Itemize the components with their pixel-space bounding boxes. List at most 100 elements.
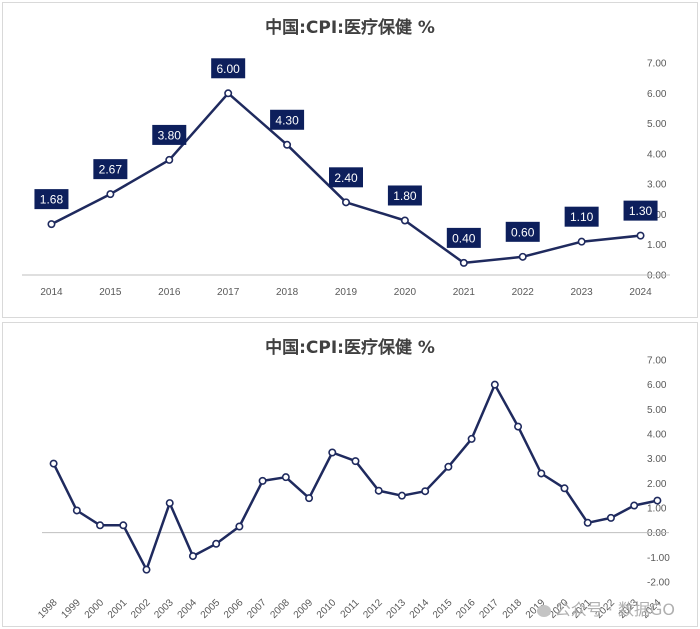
bottom-data-point: [49, 459, 58, 468]
top-data-point: [459, 258, 468, 267]
bottom-y-tick: -2.00: [647, 578, 670, 589]
top-data-point: [283, 140, 292, 149]
top-data-label-box: [34, 189, 69, 210]
bottom-y-tick: 5.00: [647, 405, 667, 416]
bottom-chart-title: 中国:CPI:医疗保健 %: [265, 338, 435, 358]
top-data-label: 1.30: [629, 204, 653, 218]
top-y-tick: 1.00: [647, 240, 667, 251]
top-data-label: 6.00: [217, 62, 241, 76]
bottom-x-tick: 2000: [83, 597, 107, 621]
top-data-label: 2.67: [99, 163, 123, 177]
top-y-tick: 4.00: [647, 149, 667, 160]
top-data-label: 1.68: [40, 193, 64, 207]
top-y-tick: 6.00: [647, 89, 667, 100]
bottom-x-tick: 2015: [431, 597, 455, 621]
top-line-chart: 0.001.002.003.004.005.006.007.0020142015…: [22, 58, 670, 298]
bottom-data-point: [630, 501, 639, 510]
bottom-data-point: [537, 469, 546, 478]
top-y-tick: 3.00: [647, 180, 667, 191]
bottom-data-point: [96, 521, 105, 530]
watermark: 公众号 · 数据GO: [536, 596, 675, 620]
bottom-data-point: [397, 491, 406, 500]
bottom-data-point: [281, 473, 290, 482]
top-data-point: [518, 252, 527, 261]
top-data-label-box: [270, 109, 305, 130]
bottom-x-tick: 2014: [408, 597, 432, 621]
bottom-x-tick: 2016: [454, 597, 478, 621]
top-data-label: 3.80: [158, 128, 182, 142]
bottom-x-tick: 2011: [339, 597, 362, 620]
bottom-data-point: [560, 484, 569, 493]
bottom-data-point: [212, 539, 221, 548]
top-chart-panel: 中国:CPI:医疗保健 % 0.001.002.003.004.005.006.…: [2, 2, 698, 318]
top-x-tick: 2022: [512, 287, 535, 298]
top-data-label: 4.30: [275, 113, 299, 127]
top-data-label-box: [329, 167, 363, 188]
bottom-y-tick: -1.00: [647, 553, 670, 564]
bottom-chart-panel: 中国:CPI:医疗保健 % -2.00 -1.00 0.00 1.00 2.00 3.00…: [2, 322, 698, 627]
bottom-x-tick: 2007: [245, 597, 269, 621]
bottom-y-tick: 6.00: [647, 380, 667, 391]
bottom-y-tick: 7.00: [647, 356, 667, 367]
bottom-x-tick: 2006: [222, 597, 246, 621]
bottom-y-tick: 0.00: [647, 528, 667, 539]
bottom-data-point: [119, 521, 128, 530]
bottom-x-tick: 1998: [36, 597, 60, 621]
bottom-data-point: [235, 522, 244, 531]
bottom-data-point: [165, 499, 174, 508]
bottom-x-tick: 2013: [385, 597, 409, 621]
bottom-data-point: [305, 494, 314, 503]
bottom-data-point: [514, 422, 523, 431]
top-data-label: 0.60: [511, 225, 535, 239]
top-data-label-box: [505, 221, 540, 242]
bottom-y-tick: 3.00: [647, 454, 667, 465]
bottom-x-tick: 2017: [477, 597, 501, 621]
bottom-y-tick: 1.00: [647, 504, 667, 515]
bottom-x-tick: 2009: [292, 597, 316, 621]
top-data-label: 0.40: [452, 231, 476, 245]
bottom-data-point: [351, 457, 360, 466]
top-x-tick: 2016: [158, 287, 181, 298]
top-data-label-box: [93, 159, 128, 180]
bottom-line-chart: -2.00 -1.00 0.00 1.00 2.00 3.00 4.00 5.00 6.00 7.…: [36, 356, 670, 621]
top-data-label-box: [446, 227, 481, 248]
top-data-point: [577, 237, 586, 246]
bottom-x-tick: 2004: [176, 597, 200, 621]
top-x-tick: 2021: [453, 287, 476, 298]
top-data-point: [47, 220, 56, 229]
top-chart-title: 中国:CPI:医疗保健 %: [265, 18, 435, 38]
top-data-label: 2.40: [334, 171, 358, 185]
top-x-tick: 2018: [276, 287, 299, 298]
bottom-data-point: [583, 518, 592, 527]
top-x-tick: 2014: [40, 287, 63, 298]
top-x-tick: 2017: [217, 287, 240, 298]
bottom-y-tick: 4.00: [647, 430, 667, 441]
bottom-x-tick: 2001: [106, 597, 130, 621]
bottom-data-point: [328, 448, 337, 457]
bottom-x-tick: 2002: [129, 597, 153, 621]
top-data-label-box: [564, 206, 599, 227]
bottom-x-tick: 2010: [315, 597, 339, 621]
top-data-label-box: [387, 185, 422, 206]
bottom-data-point: [467, 434, 476, 443]
bottom-x-tick: 2012: [361, 597, 385, 621]
top-x-tick: 2019: [335, 287, 358, 298]
bottom-x-tick: 1999: [59, 597, 83, 621]
top-data-label-box: [623, 200, 658, 221]
bottom-x-tick: 2005: [199, 597, 223, 621]
bottom-data-point: [653, 496, 662, 505]
bottom-data-point: [72, 506, 81, 515]
bottom-x-tick: 2018: [501, 597, 525, 621]
top-data-label-box: [152, 124, 187, 145]
bottom-x-tick: 2003: [152, 597, 176, 621]
bottom-data-point: [142, 565, 151, 574]
top-y-tick: 0.00: [647, 271, 667, 282]
top-data-point: [400, 216, 409, 225]
bottom-data-point: [490, 380, 499, 389]
bottom-data-point: [421, 487, 430, 496]
top-data-point: [636, 231, 645, 240]
bottom-x-tick: 2008: [268, 597, 292, 621]
top-data-label: 1.80: [393, 189, 417, 203]
bottom-series-line: [52, 383, 658, 571]
top-data-point: [106, 190, 115, 199]
